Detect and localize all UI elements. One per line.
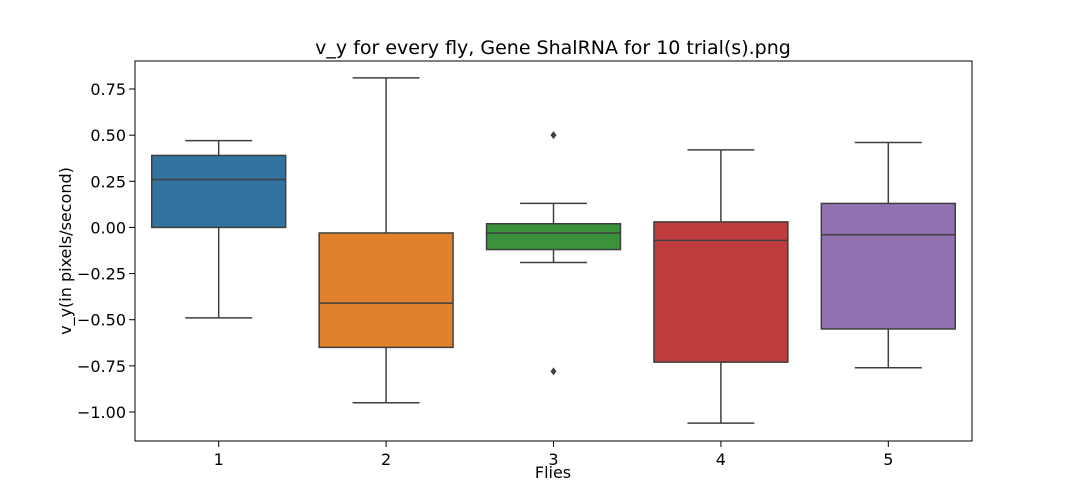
x-tick-label: 5: [883, 450, 893, 469]
x-tick-label: 3: [548, 450, 558, 469]
box-group-fly-3: [485, 131, 622, 376]
y-tick-label: −0.25: [77, 265, 126, 284]
box: [150, 154, 287, 229]
chart-title: v_y for every fly, Gene ShalRNA for 10 t…: [315, 37, 791, 59]
y-axis-label: v_y(in pixels/second): [56, 167, 76, 335]
box-group-fly-2: [318, 77, 454, 404]
plot-area: [150, 77, 957, 424]
box: [485, 222, 622, 251]
box: [653, 221, 789, 363]
outlier-point: [550, 367, 557, 376]
box-group-fly-1: [150, 139, 287, 319]
y-tick-label: 0.75: [90, 80, 126, 99]
x-tick-label: 1: [214, 450, 224, 469]
y-tick-label: 0.00: [90, 218, 126, 237]
y-tick-label: −0.75: [77, 357, 126, 376]
y-tick-label: −0.50: [77, 311, 126, 330]
x-tick-label: 2: [381, 450, 391, 469]
outlier-point: [550, 131, 557, 140]
box-group-fly-4: [653, 149, 789, 424]
box-group-fly-5: [820, 141, 957, 369]
box: [820, 202, 957, 330]
y-tick-label: −1.00: [77, 403, 126, 422]
box: [318, 232, 454, 349]
x-axis: 1 2 3 4 5: [214, 441, 893, 469]
x-axis-label: Flies: [535, 463, 571, 482]
y-axis: 0.75 0.50 0.25 0.00 −0.25 −0.50 −0.75 −1.00: [77, 80, 135, 422]
x-tick-label: 4: [716, 450, 726, 469]
y-tick-label: 0.50: [90, 126, 126, 145]
y-tick-label: 0.25: [90, 172, 126, 191]
